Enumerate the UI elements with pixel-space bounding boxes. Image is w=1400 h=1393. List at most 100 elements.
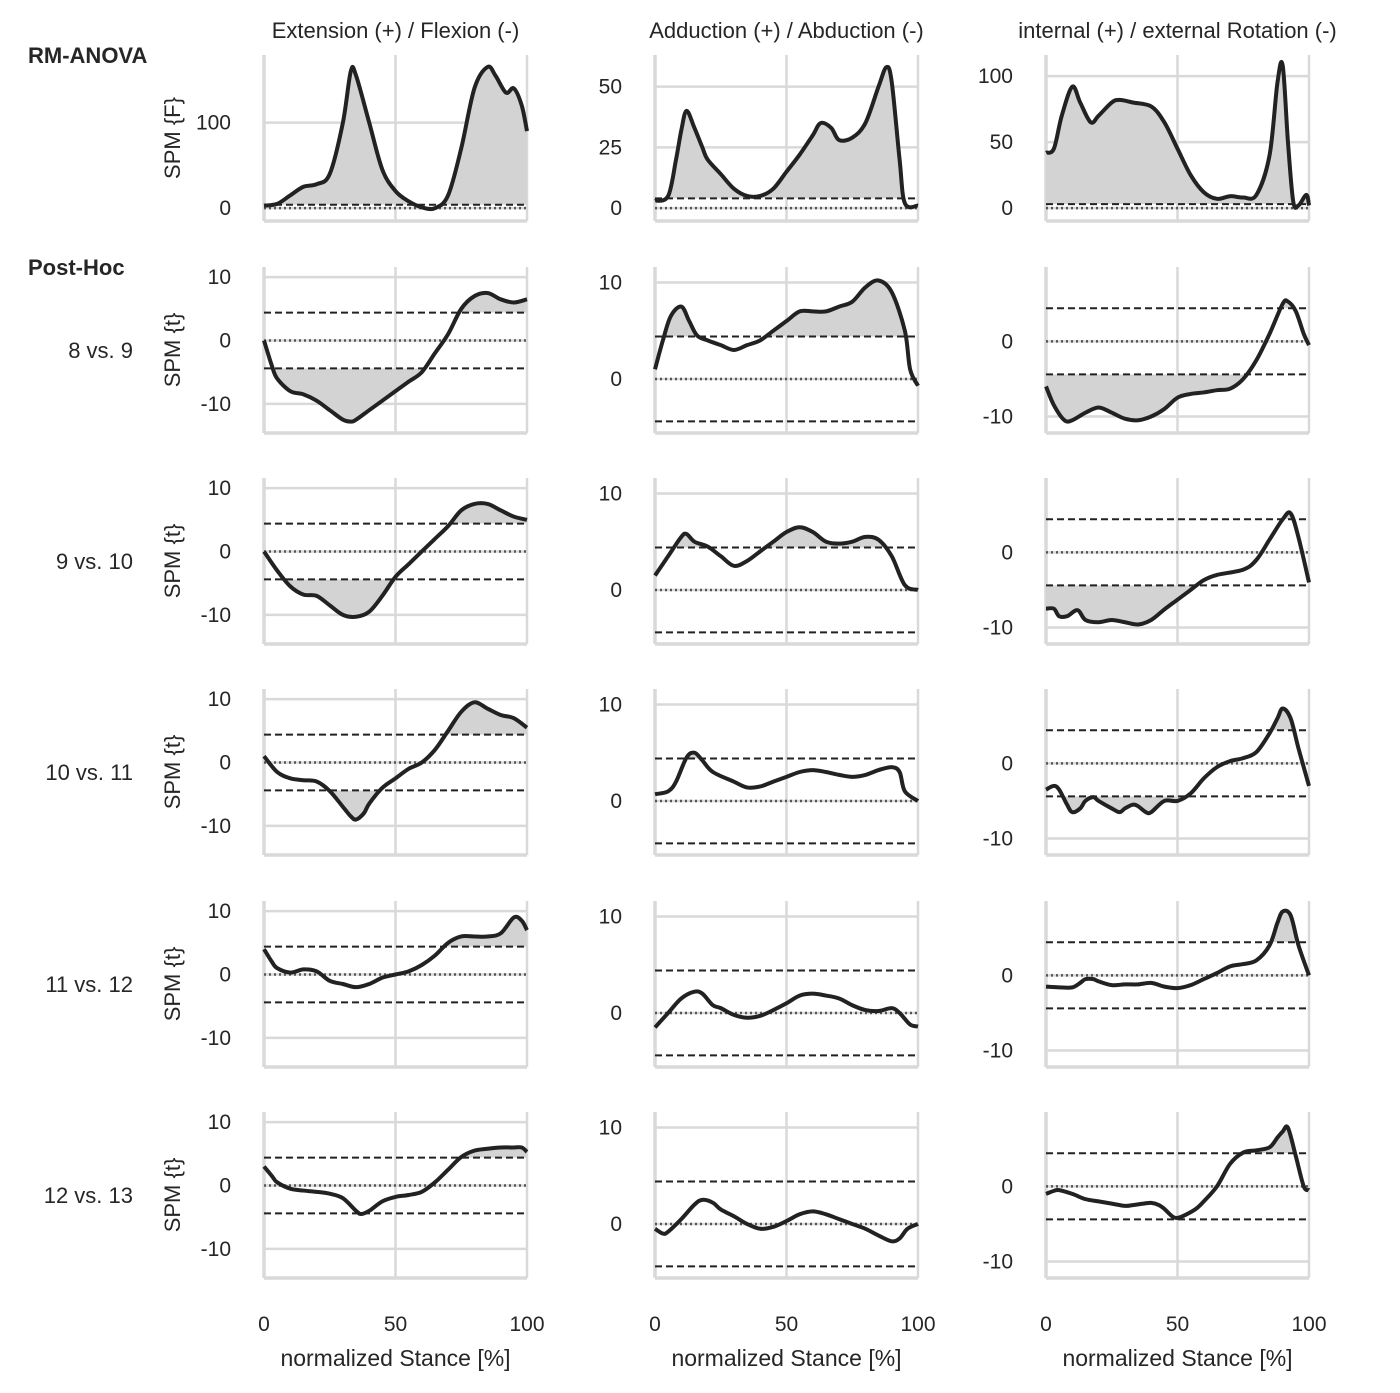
y-tick-label: 50 bbox=[990, 131, 1013, 154]
suprathreshold-cluster-fill bbox=[272, 368, 425, 422]
panel: -10 0 10 SPM {t} bbox=[160, 900, 529, 1069]
spm-curve bbox=[1044, 298, 1311, 424]
spm-curve bbox=[653, 1197, 919, 1244]
suprathreshold-cluster-fill bbox=[264, 702, 527, 735]
y-tick-label: -10 bbox=[201, 1027, 231, 1050]
y-tick-label: 10 bbox=[599, 693, 622, 716]
panel: 0 25 50 bbox=[599, 55, 920, 223]
spm-curve bbox=[653, 989, 919, 1029]
x-tick-label: 100 bbox=[900, 1313, 935, 1336]
spm-curve bbox=[1045, 59, 1311, 210]
y-tick-label: 100 bbox=[978, 65, 1013, 88]
x-tick-label: 100 bbox=[509, 1313, 544, 1336]
y-tick-label: 0 bbox=[610, 197, 622, 220]
x-tick-label: 0 bbox=[1040, 1313, 1052, 1336]
spm-curve bbox=[263, 64, 529, 212]
y-tick-label: 10 bbox=[208, 477, 231, 500]
suprathreshold-cluster-fill bbox=[264, 66, 527, 205]
spm-curve bbox=[653, 278, 920, 387]
x-tick-label: 0 bbox=[258, 1313, 270, 1336]
y-axis-label: SPM {t} bbox=[160, 524, 185, 599]
y-tick-label: -10 bbox=[983, 1250, 1013, 1273]
y-tick-label: 10 bbox=[599, 905, 622, 928]
y-tick-label: 0 bbox=[1001, 541, 1013, 564]
panel: -10 0 bbox=[983, 478, 1311, 646]
y-tick-label: -10 bbox=[201, 604, 231, 627]
y-tick-label: -10 bbox=[983, 616, 1013, 639]
y-tick-label: 0 bbox=[219, 329, 231, 352]
spm-curve bbox=[1045, 706, 1311, 816]
y-tick-label: -10 bbox=[983, 405, 1013, 428]
suprathreshold-cluster-fill bbox=[1046, 1126, 1309, 1154]
y-axis-label: SPM {t} bbox=[160, 947, 185, 1022]
y-tick-label: 0 bbox=[219, 197, 231, 220]
y-tick-label: -10 bbox=[201, 393, 231, 416]
y-tick-label: 0 bbox=[1001, 1175, 1013, 1198]
y-tick-label: -10 bbox=[983, 1039, 1013, 1062]
panel: 0 10 bbox=[599, 901, 920, 1069]
spm-curve bbox=[262, 1145, 529, 1217]
y-axis-label: SPM {t} bbox=[160, 313, 185, 388]
y-tick-label: 0 bbox=[610, 790, 622, 813]
spm-curve bbox=[654, 64, 919, 210]
spm-curve bbox=[262, 700, 529, 822]
spm-curve bbox=[653, 525, 919, 592]
y-tick-label: 0 bbox=[1001, 197, 1013, 220]
suprathreshold-cluster-fill bbox=[264, 292, 527, 313]
y-tick-label: 0 bbox=[1001, 330, 1013, 353]
panel: -10 0 10 SPM {t} bbox=[160, 688, 529, 857]
y-tick-label: -10 bbox=[983, 827, 1013, 850]
row-label: 11 vs. 12 bbox=[45, 972, 133, 997]
y-tick-label: 10 bbox=[208, 1111, 231, 1134]
panel: -10 0 bbox=[983, 267, 1311, 435]
panel: 0 10 bbox=[599, 478, 920, 646]
panel: 0 10 bbox=[599, 689, 920, 857]
suprathreshold-cluster-fill bbox=[329, 790, 380, 820]
panel: -10 0 bbox=[983, 901, 1311, 1069]
y-tick-label: 0 bbox=[1001, 752, 1013, 775]
y-axis-label: SPM {F} bbox=[160, 97, 185, 179]
suprathreshold-cluster-fill bbox=[283, 579, 394, 617]
spm-curve bbox=[1045, 908, 1311, 991]
y-tick-label: 10 bbox=[208, 900, 231, 923]
suprathreshold-cluster-fill bbox=[264, 503, 527, 524]
y-tick-label: 100 bbox=[196, 112, 231, 135]
y-tick-label: 10 bbox=[208, 688, 231, 711]
y-tick-label: 0 bbox=[610, 368, 622, 391]
y-tick-label: 25 bbox=[599, 136, 622, 159]
x-tick-label: 0 bbox=[649, 1313, 661, 1336]
column-title: Extension (+) / Flexion (-) bbox=[272, 18, 520, 43]
panel: -10 0 10 SPM {t} bbox=[160, 266, 529, 435]
panel: -10 0 10 SPM {t} bbox=[160, 477, 529, 646]
panel: -10 0 bbox=[983, 689, 1311, 857]
y-tick-label: 10 bbox=[599, 1116, 622, 1139]
spm-curve bbox=[262, 290, 528, 424]
x-axis-label: normalized Stance [%] bbox=[671, 1345, 901, 1371]
x-axis-label: normalized Stance [%] bbox=[280, 1345, 510, 1371]
panel: -10 0 10 SPM {t} 0 50 100 normalized Stance [%] bbox=[160, 1111, 545, 1371]
x-tick-label: 50 bbox=[775, 1313, 798, 1336]
row-label: 8 vs. 9 bbox=[68, 338, 133, 363]
y-tick-label: -10 bbox=[201, 1238, 231, 1261]
spm-curve bbox=[1045, 1124, 1311, 1220]
x-axis-label: normalized Stance [%] bbox=[1062, 1345, 1292, 1371]
row-label: 10 vs. 11 bbox=[45, 760, 133, 785]
y-tick-label: 0 bbox=[219, 963, 231, 986]
panel: -10 0 0 50 100 normalized Stance [%] bbox=[983, 1112, 1327, 1371]
spm-curve bbox=[1045, 510, 1311, 627]
y-tick-label: 10 bbox=[599, 271, 622, 294]
suprathreshold-cluster-fill bbox=[666, 66, 904, 199]
panel: 0 10 bbox=[599, 267, 920, 435]
spm-curve bbox=[262, 501, 528, 619]
column-title: Adduction (+) / Abduction (-) bbox=[649, 18, 924, 43]
suprathreshold-cluster-fill bbox=[1046, 796, 1309, 814]
panel: 0 100 SPM {F} bbox=[160, 55, 529, 223]
y-tick-label: 0 bbox=[219, 540, 231, 563]
y-axis-label: SPM {t} bbox=[160, 1158, 185, 1233]
y-tick-label: 10 bbox=[208, 266, 231, 289]
y-tick-label: -10 bbox=[201, 815, 231, 838]
y-tick-label: 50 bbox=[599, 76, 622, 99]
y-tick-label: 0 bbox=[610, 579, 622, 602]
